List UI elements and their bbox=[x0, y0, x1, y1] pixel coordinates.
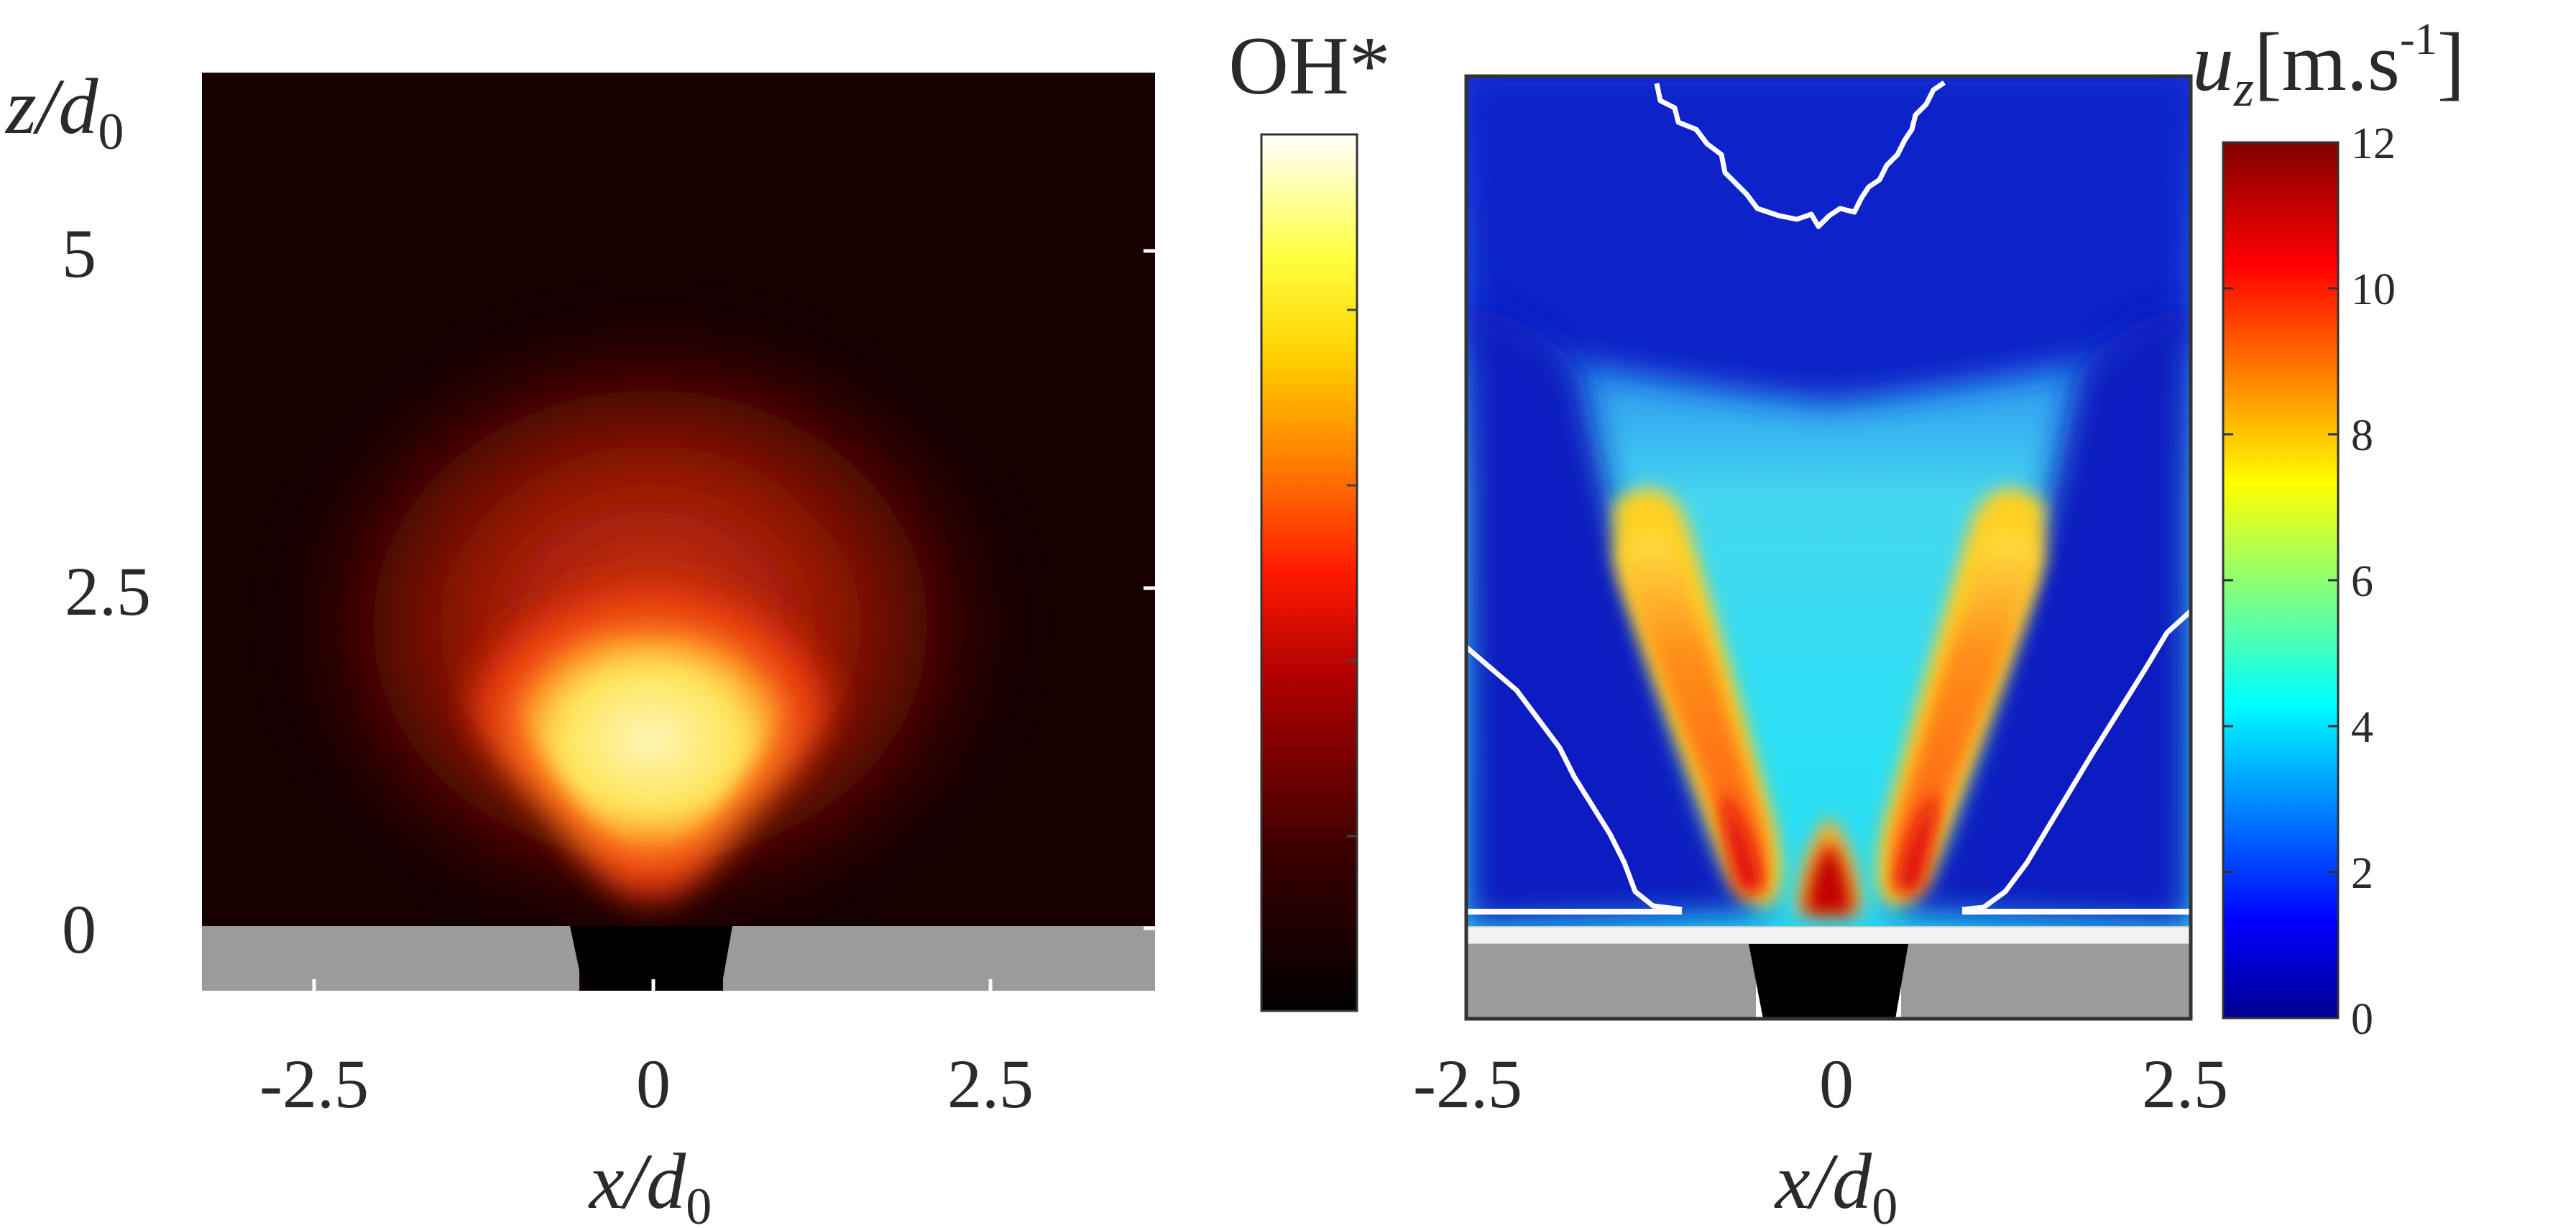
left-xtick-label: 0 bbox=[636, 1045, 671, 1122]
left-ytick-label: 2.5 bbox=[65, 553, 151, 630]
right-xlabel-main: x/d bbox=[1774, 1137, 1872, 1224]
burner-strip-white bbox=[1466, 926, 2191, 945]
left-xlabel-main: x/d bbox=[588, 1137, 686, 1224]
zero-contour-right bbox=[1961, 609, 2191, 912]
jet-right bbox=[1877, 488, 2045, 906]
cb-title-unit: [m.s bbox=[2254, 17, 2400, 109]
velocity-colorbar-ticks: 0 2 4 6 8 10 12 bbox=[2223, 119, 2396, 1044]
right-plot-frame bbox=[1464, 74, 2193, 1021]
velocity-colorbar-tick-label: 8 bbox=[2351, 411, 2373, 460]
velocity-colorbar-tick-label: 2 bbox=[2351, 849, 2373, 898]
cb-title-sub: z bbox=[2233, 60, 2254, 117]
right-xtick-label: 2.5 bbox=[2142, 1045, 2228, 1122]
zero-contour-top bbox=[1654, 81, 1946, 229]
right-xtick-label: -2.5 bbox=[1413, 1045, 1522, 1122]
low-velocity-right bbox=[1883, 302, 2191, 927]
right-x-axis-label: x/d0 bbox=[1774, 1137, 1898, 1224]
left-ylabel-sub: 0 bbox=[98, 103, 124, 160]
oh-colorbar: OH* bbox=[1228, 20, 1391, 1012]
burner-plate-left bbox=[1466, 944, 1756, 1019]
velocity-colorbar: 0 2 4 6 8 10 12 uz[m.s-1] bbox=[2192, 15, 2465, 1044]
low-velocity-left bbox=[1466, 302, 1775, 927]
left-y-axis-label: z/d0 bbox=[4, 63, 124, 160]
nozzle-exit bbox=[570, 926, 732, 991]
left-xtick-label: 2.5 bbox=[947, 1045, 1034, 1122]
left-x-axis-label: x/d0 bbox=[588, 1137, 712, 1224]
burner-plate-right bbox=[1901, 944, 2191, 1019]
velocity-colorbar-tick-label: 12 bbox=[2351, 119, 2396, 168]
velocity-colorbar-tick-label: 4 bbox=[2351, 703, 2373, 752]
left-y-ticks bbox=[1144, 249, 1155, 930]
velocity-colorbar-title: uz[m.s-1] bbox=[2192, 15, 2465, 117]
velocity-colorbar-tick-label: 6 bbox=[2351, 557, 2373, 606]
oh-colorbar-fill bbox=[1260, 133, 1358, 1012]
cb-title-exp: -1 bbox=[2400, 15, 2437, 64]
left-x-ticks bbox=[312, 979, 993, 991]
left-ytick-label: 5 bbox=[62, 215, 96, 292]
right-xlabel-sub: 0 bbox=[1872, 1178, 1898, 1224]
cb-title-close: ] bbox=[2437, 17, 2465, 109]
left-xlabel-sub: 0 bbox=[686, 1178, 712, 1224]
left-ytick-label: 0 bbox=[62, 891, 96, 968]
nozzle-exit bbox=[1749, 944, 1908, 1019]
jet-center bbox=[1797, 816, 1862, 915]
velocity-colorbar-fill bbox=[2222, 141, 2340, 1019]
jet-left bbox=[1614, 488, 1781, 906]
low-velocity-top bbox=[1466, 76, 2191, 403]
right-panel: -2.5 0 2.5 x/d0 bbox=[1413, 74, 2228, 1228]
left-panel: -2.5 0 2.5 0 2.5 5 z/d0 x/d0 bbox=[4, 63, 1155, 1228]
burner-plate-left bbox=[202, 926, 579, 991]
right-xtick-label: 0 bbox=[1819, 1045, 1854, 1122]
cb-title-main: u bbox=[2192, 17, 2234, 109]
left-xtick-label: -2.5 bbox=[259, 1045, 369, 1122]
burner-plate-right bbox=[723, 926, 1155, 991]
velocity-colorbar-tick-label: 10 bbox=[2351, 265, 2396, 314]
oh-core bbox=[503, 624, 798, 856]
velocity-colorbar-tick-label: 0 bbox=[2351, 995, 2373, 1044]
zero-contour-left bbox=[1466, 645, 1683, 912]
oh-colorbar-title: OH* bbox=[1228, 20, 1391, 112]
left-ylabel-main: z/d bbox=[4, 63, 98, 150]
